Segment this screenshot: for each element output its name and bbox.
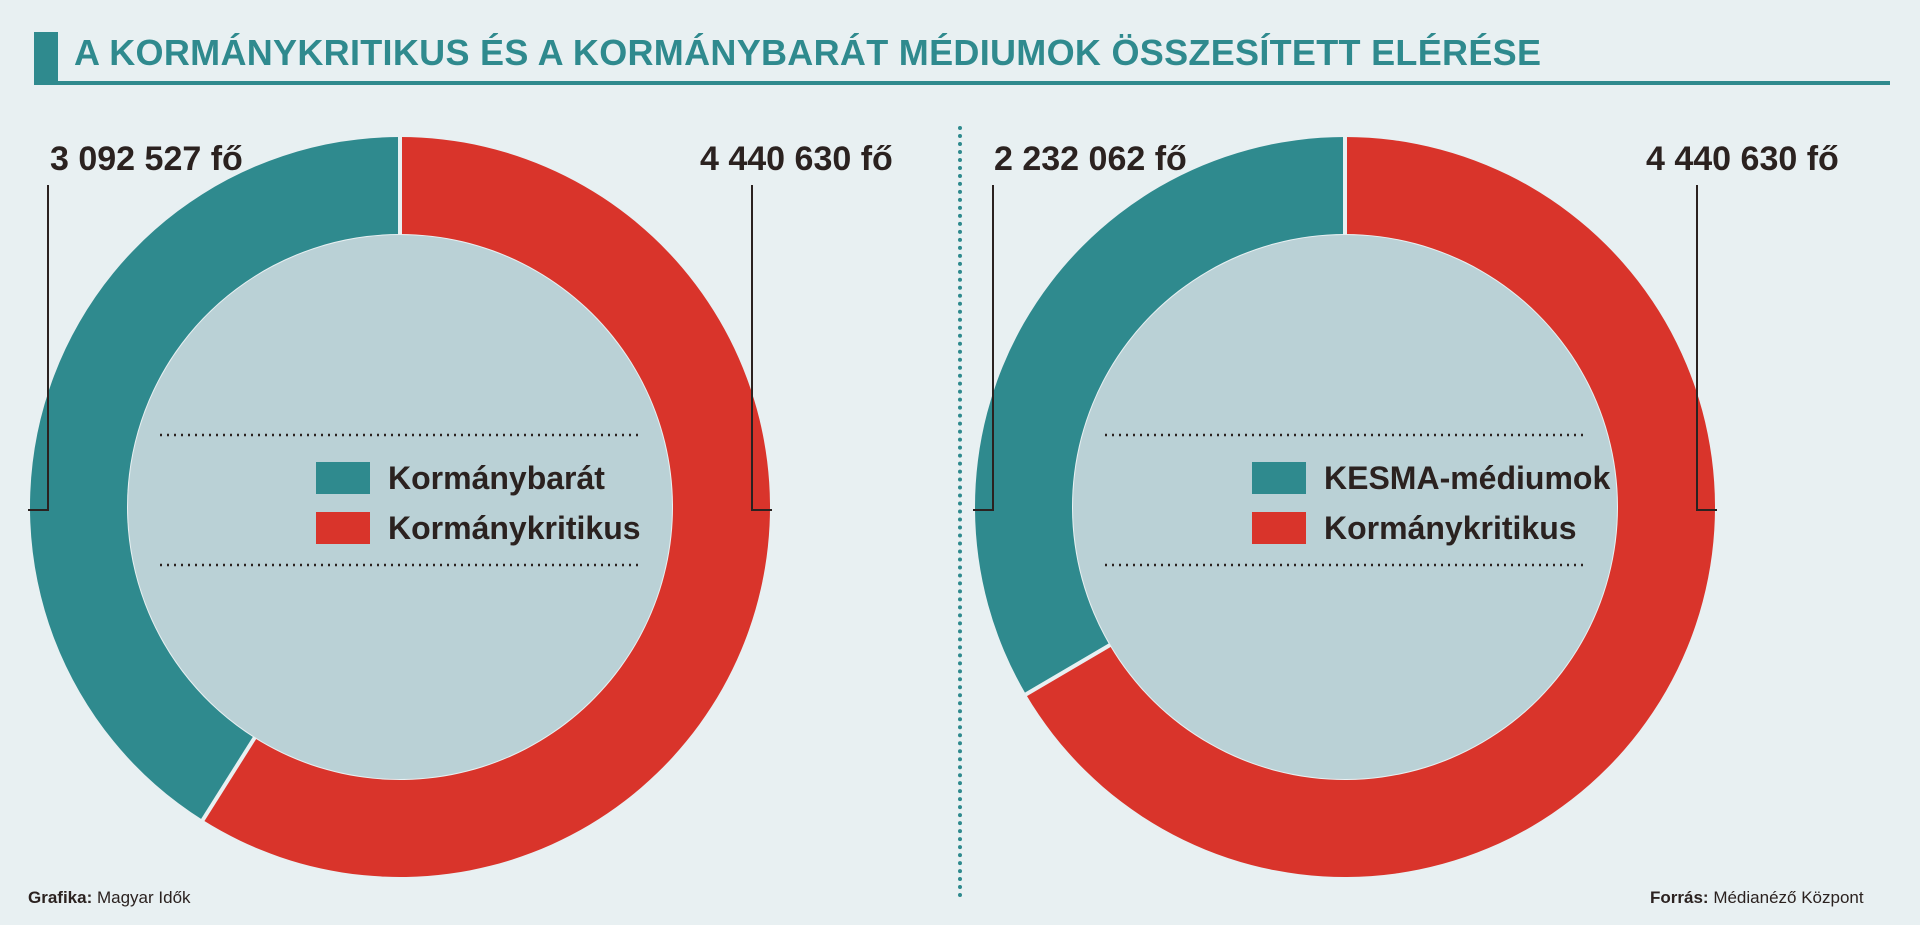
legend-swatch-red [1252, 512, 1306, 544]
value-label-teal-right: 2 232 062 fő [994, 140, 1187, 178]
source-label: Forrás: [1650, 888, 1709, 907]
source-value: Médianéző Központ [1713, 888, 1864, 907]
value-label-teal-left: 3 092 527 fő [50, 140, 243, 178]
title-underline [34, 81, 1890, 85]
center-divider [958, 126, 962, 898]
slice-separator [1023, 642, 1113, 698]
donut-chart-left: 3 092 527 fő 4 440 630 fő Kormánybarát K… [20, 130, 920, 890]
legend-label: Kormánybarát [388, 459, 605, 496]
donut-svg-left [28, 135, 772, 877]
legend-item: KESMA-médiumok [1252, 453, 1610, 503]
legend-label: KESMA-médiumok [1324, 459, 1611, 496]
donut-chart-right: 2 232 062 fő 4 440 630 fő KESMA-médiumok… [966, 130, 1866, 890]
leader-line-left [973, 185, 994, 511]
legend-swatch-red [316, 512, 370, 544]
leader-line-right [751, 185, 772, 511]
leader-line-right [1696, 185, 1717, 511]
slice-kormánykritikus [202, 137, 770, 877]
legend-label: Kormánykritikus [388, 509, 641, 546]
footer-source: Forrás: Médianéző Központ [1650, 888, 1864, 908]
slice-teal [975, 136, 1345, 695]
credit-value: Magyar Idők [96, 888, 191, 907]
slice-separator [200, 735, 258, 823]
value-label-red-right: 4 440 630 fő [1646, 140, 1839, 178]
footer-credit: Grafika: Magyar Idők [28, 888, 191, 908]
leader-line-left [28, 185, 49, 511]
legend-item: Kormánykritikus [316, 503, 641, 553]
legend-swatch-teal [316, 462, 370, 494]
title-block: A KORMÁNYKRITIKUS ÉS A KORMÁNYBARÁT MÉDI… [34, 28, 1890, 86]
credit-label: Grafika: [28, 888, 93, 907]
legend-label: Kormánykritikus [1324, 509, 1577, 546]
donut-center [128, 235, 672, 779]
donut-svg-right [973, 135, 1717, 877]
legend-item: Kormánybarát [316, 453, 641, 503]
donut-center [1073, 235, 1617, 779]
legend-left: Kormánybarát Kormánykritikus [316, 453, 641, 553]
legend-swatch-teal [1252, 462, 1306, 494]
legend-right: KESMA-médiumok Kormánykritikus [1252, 453, 1610, 553]
slice-teal [29, 137, 401, 821]
value-label-red-left: 4 440 630 fő [700, 140, 893, 178]
legend-item: Kormánykritikus [1252, 503, 1610, 553]
chart-title: A KORMÁNYKRITIKUS ÉS A KORMÁNYBARÁT MÉDI… [74, 32, 1542, 73]
title-accent-bar [34, 32, 58, 84]
